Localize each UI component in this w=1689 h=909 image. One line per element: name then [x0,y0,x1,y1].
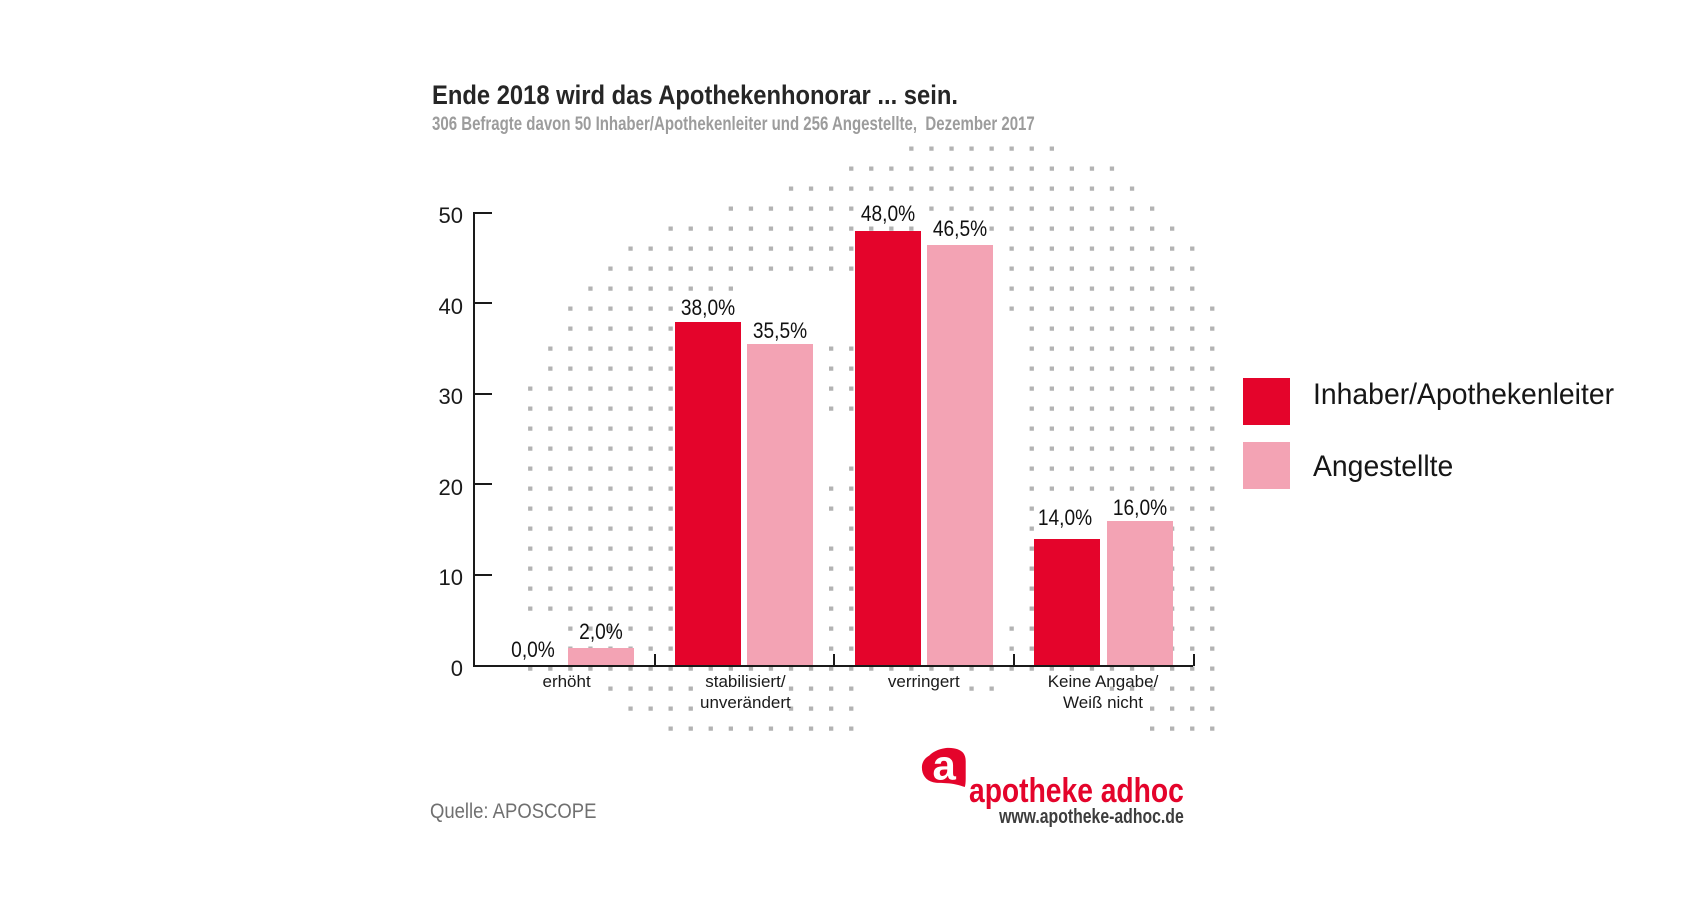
svg-text:a: a [933,747,957,788]
